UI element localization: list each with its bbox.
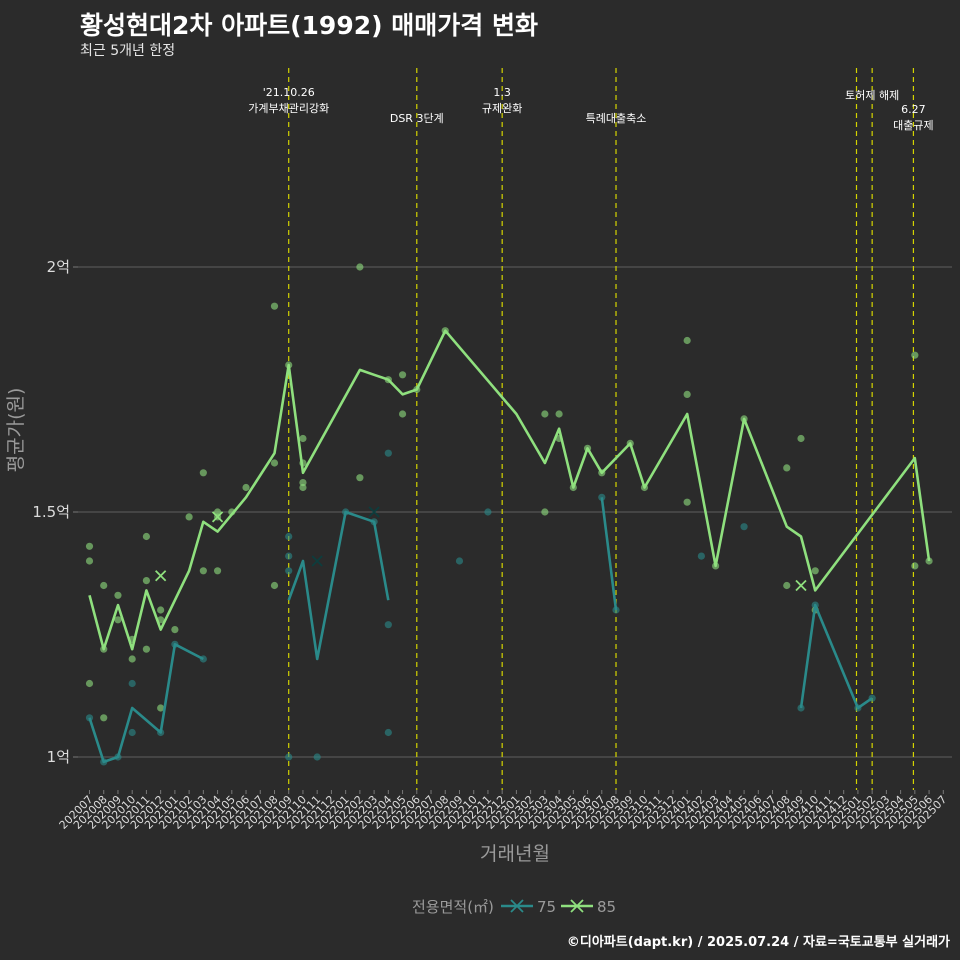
- data-point-85: [398, 410, 407, 418]
- max-price-marker-75: [368, 506, 380, 518]
- data-point-85: [270, 459, 279, 467]
- data-point-85: [541, 410, 549, 418]
- data-point-85: [356, 263, 364, 271]
- data-point-85: [142, 577, 151, 585]
- chart-title: 황성현대2차 아파트(1992) 매매가격 변화: [80, 11, 538, 40]
- data-point-85: [114, 591, 122, 599]
- legend-key-x-icon: [570, 899, 584, 913]
- data-point-75: [612, 606, 620, 614]
- data-point-85: [683, 498, 691, 506]
- data-point-85: [299, 483, 307, 492]
- data-point-85: [555, 410, 563, 418]
- data-point-85: [157, 606, 165, 614]
- data-point-75: [384, 449, 392, 457]
- event-label: 대출규제: [893, 119, 933, 132]
- data-point-85: [128, 655, 136, 663]
- data-point-75: [384, 621, 392, 629]
- legend-key-x-icon: [510, 899, 524, 913]
- data-point-85: [270, 302, 279, 310]
- series-line-75: [600, 497, 618, 611]
- legend-label-75: 75: [537, 898, 556, 916]
- data-point-75: [697, 552, 705, 560]
- data-point-75: [598, 493, 606, 501]
- legend-label-85: 85: [597, 898, 616, 916]
- data-point-75: [285, 532, 293, 541]
- data-point-85: [911, 351, 919, 359]
- max-price-marker-85: [155, 570, 167, 582]
- data-point-85: [157, 704, 165, 712]
- event-label: 특례대출축소: [586, 112, 647, 125]
- data-point-75: [285, 567, 293, 575]
- data-point-85: [811, 567, 819, 575]
- data-point-85: [85, 542, 94, 550]
- data-point-85: [114, 616, 122, 624]
- y-tick-label: 1억: [47, 748, 70, 766]
- series-line-75: [287, 510, 390, 661]
- data-point-85: [213, 567, 222, 575]
- data-point-85: [142, 532, 151, 541]
- data-point-85: [911, 562, 919, 570]
- y-axis-title: 평균가(원): [5, 388, 27, 473]
- source-caption: ©디아파트(dapt.kr) / 2025.07.24 / 자료=국토교통부 실…: [566, 935, 950, 950]
- event-label: '21.10.26: [263, 86, 315, 99]
- event-label: 6.27: [901, 103, 926, 116]
- data-point-85: [683, 390, 691, 398]
- legend-title: 전용면적(㎡): [412, 898, 494, 916]
- data-point-75: [384, 728, 392, 737]
- data-point-85: [100, 714, 108, 722]
- data-point-75: [128, 728, 136, 737]
- data-point-85: [100, 581, 108, 590]
- y-tick-label: 1.5억: [32, 503, 70, 521]
- data-point-75: [285, 552, 293, 560]
- data-point-75: [313, 753, 321, 761]
- data-point-85: [242, 483, 250, 492]
- event-label: DSR 3단계: [390, 112, 444, 125]
- data-point-85: [783, 464, 791, 472]
- max-price-marker-85: [211, 511, 224, 523]
- data-point-85: [270, 581, 279, 590]
- data-point-85: [85, 557, 94, 565]
- chart-subtitle: 최근 5개년 한정: [80, 43, 176, 59]
- data-point-85: [797, 434, 805, 443]
- data-point-85: [185, 513, 193, 521]
- y-tick-label: 2억: [47, 258, 70, 276]
- series-line-75: [799, 603, 873, 710]
- data-point-85: [299, 434, 307, 443]
- data-point-75: [455, 557, 464, 565]
- data-point-85: [356, 474, 364, 482]
- series-line-85: [88, 329, 931, 651]
- data-point-85: [199, 567, 207, 575]
- data-point-75: [285, 753, 293, 761]
- x-axis-title: 거래년월: [480, 843, 550, 865]
- max-price-marker-75: [311, 555, 323, 567]
- data-point-85: [783, 581, 791, 590]
- max-price-marker-85: [795, 579, 807, 592]
- data-point-85: [199, 469, 207, 477]
- event-label: 가계부채관리강화: [248, 102, 329, 115]
- data-point-85: [683, 336, 691, 345]
- data-point-85: [85, 679, 94, 688]
- event-label: 토허제 해제: [845, 88, 899, 102]
- data-point-85: [142, 645, 151, 653]
- data-point-85: [398, 371, 407, 379]
- legend: 전용면적(㎡) 75 85: [412, 898, 616, 916]
- event-label: 규제완화: [482, 102, 522, 115]
- data-point-75: [484, 508, 492, 516]
- event-label: 1.3: [493, 86, 511, 99]
- series-line-75: [88, 643, 204, 764]
- data-point-85: [541, 508, 549, 516]
- data-point-85: [171, 626, 179, 634]
- data-point-75: [740, 523, 748, 531]
- data-point-75: [128, 679, 136, 688]
